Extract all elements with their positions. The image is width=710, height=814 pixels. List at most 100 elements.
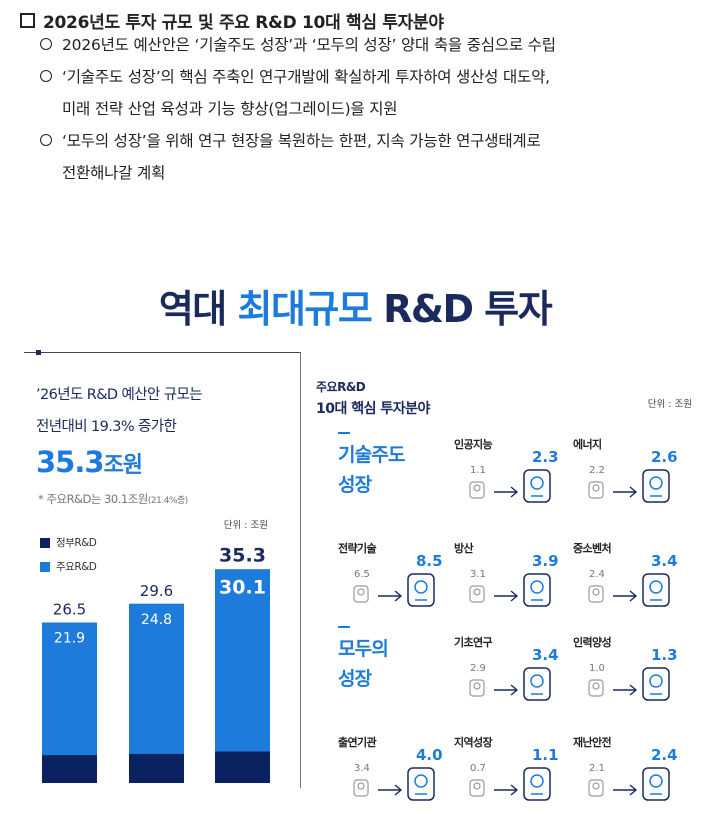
- budget-line2: 전년대비 19.3% 증가한: [36, 419, 177, 435]
- field-name: 재난안전: [573, 736, 612, 749]
- budget-amount: 35.3조원: [36, 445, 143, 479]
- banner-title: 역대 최대규모 R&D 투자: [0, 278, 710, 333]
- field-old-value: 2.4: [589, 569, 605, 580]
- shield-check-icon: [588, 767, 670, 801]
- field-new-value: 1.3: [651, 646, 678, 664]
- bullet-item: ‘모두의 성장’을 위해 연구 현장을 복원하는 한편, 지속 가능한 연구생태…: [40, 125, 692, 189]
- bullet-item: ‘기술주도 성장’의 핵심 주축인 연구개발에 확실하게 투자하여 생산성 대도…: [40, 61, 692, 125]
- corner-dot: [36, 350, 41, 355]
- budget-note-small: (21.4%증): [147, 496, 188, 506]
- banner-suffix: R&D 투자: [383, 287, 553, 331]
- group-bar: [338, 432, 350, 434]
- group-tech-line1: 기술주도: [338, 444, 406, 466]
- region-map-icon: [469, 767, 551, 801]
- banner-highlight: 최대규모: [237, 287, 372, 331]
- field-cell: 에너지 2.2 2.6: [573, 436, 683, 510]
- field-cell: 방산 3.1 3.9: [454, 540, 564, 614]
- field-name: 인력양성: [573, 636, 612, 649]
- field-cell: 전략기술 6.5 8.5: [338, 540, 448, 614]
- field-old-value: 3.4: [354, 763, 370, 774]
- field-cell: 출연기관 3.4 4.0: [338, 734, 448, 808]
- budget-line1: ’26년도 R&D 예산안 규모는: [36, 387, 203, 403]
- legend-main-label: 주요R&D: [56, 561, 97, 573]
- legend-gov-label: 정부R&D: [56, 537, 97, 549]
- legend-swatch-main: [40, 561, 50, 572]
- tank-icon: [469, 573, 551, 607]
- field-old-value: 1.0: [589, 663, 605, 674]
- circle-bullet-icon: [40, 37, 52, 50]
- legend-swatch-gov: [40, 537, 50, 548]
- institute-building-icon: [353, 767, 435, 801]
- field-cell: 재난안전 2.1 2.4: [573, 734, 683, 808]
- bar-label-gov: 35.3: [219, 544, 266, 566]
- field-name: 방산: [454, 542, 474, 555]
- field-cell: 인력양성 1.0 1.3: [573, 634, 683, 708]
- bullet-text: 2026년도 예산안은 ‘기술주도 성장’과 ‘모두의 성장’ 양대 축을 중심…: [62, 36, 556, 54]
- field-new-value: 8.5: [416, 552, 443, 570]
- budget-amount-number: 35.3: [36, 445, 105, 479]
- field-old-value: 2.9: [470, 663, 486, 674]
- checkbox-square-icon: [20, 13, 35, 28]
- person-growth-icon: [588, 667, 670, 701]
- field-old-value: 2.1: [589, 763, 605, 774]
- field-name: 출연기관: [338, 736, 377, 749]
- field-cell: 기초연구 2.9 3.4: [454, 634, 564, 708]
- fields-panel: 주요R&D 10대 핵심 투자분야 단위 : 조원 기술주도 성장 모두의 성장…: [308, 352, 708, 812]
- chart-unit: 단위 : 조원: [223, 520, 268, 531]
- bar-main: [215, 569, 270, 752]
- banner-prefix: 역대: [158, 287, 227, 331]
- legend-main: 주요R&D: [40, 559, 97, 574]
- circle-bullet-icon: [40, 133, 52, 146]
- fields-title2: 10대 핵심 투자분야: [316, 401, 430, 417]
- bullet-text: ‘기술주도 성장’의 핵심 주축인 연구개발에 확실하게 투자하여 생산성 대도…: [62, 68, 550, 86]
- field-name: 인공지능: [454, 438, 493, 451]
- field-new-value: 4.0: [416, 746, 443, 764]
- budget-note: * 주요R&D는 30.1조원(21.4%증): [38, 491, 188, 507]
- budget-note-text: * 주요R&D는 30.1조원: [38, 492, 148, 506]
- group-incl-line1: 모두의: [338, 638, 389, 660]
- field-new-value: 1.1: [532, 746, 559, 764]
- field-old-value: 2.2: [589, 465, 605, 476]
- bullet-text-cont: 전환해나갈 계획: [62, 164, 166, 182]
- ai-head-icon: [469, 469, 551, 503]
- bar-label-main: 30.1: [219, 576, 266, 598]
- field-new-value: 2.6: [651, 448, 678, 466]
- budget-amount-unit: 조원: [103, 453, 143, 478]
- lightning-bulb-icon: [588, 469, 670, 503]
- field-name: 기초연구: [454, 636, 493, 649]
- field-new-value: 2.4: [651, 746, 678, 764]
- section-header: 2026년도 투자 규모 및 주요 R&D 10대 핵심 투자분야: [20, 8, 444, 33]
- field-old-value: 6.5: [354, 569, 370, 580]
- bullet-item: 2026년도 예산안은 ‘기술주도 성장’과 ‘모두의 성장’ 양대 축을 중심…: [40, 29, 692, 61]
- legend-gov: 정부R&D: [40, 535, 97, 550]
- field-cell: 중소벤처 2.4 3.4: [573, 540, 683, 614]
- group-incl-line2: 성장: [338, 668, 372, 690]
- fields-unit: 단위 : 조원: [647, 399, 692, 410]
- bar-main: [129, 603, 184, 754]
- bar-label-main: 24.8: [141, 612, 172, 628]
- bar-label-gov: 29.6: [140, 582, 173, 600]
- budget-bar-chart: 26.521.9’2429.624.8’2535.330.1’26(안): [42, 544, 270, 783]
- budget-panel: ’26년도 R&D 예산안 규모는 전년대비 19.3% 증가한 35.3조원 …: [24, 350, 301, 788]
- field-new-value: 3.9: [532, 552, 559, 570]
- field-cell: 인공지능 1.1 2.3: [454, 436, 564, 510]
- field-old-value: 0.7: [470, 763, 486, 774]
- bullet-text: ‘모두의 성장’을 위해 연구 현장을 복원하는 한편, 지속 가능한 연구생태…: [62, 132, 541, 150]
- building-icon: [588, 573, 670, 607]
- bar-main: [42, 622, 97, 756]
- field-old-value: 1.1: [470, 465, 486, 476]
- bullet-text-cont: 미래 전략 산업 육성과 기능 향상(업그레이드)을 지원: [62, 100, 398, 118]
- group-bar: [338, 626, 350, 628]
- field-name: 전략기술: [338, 542, 377, 555]
- fingerprint-touch-icon: [353, 573, 435, 607]
- field-old-value: 3.1: [470, 569, 486, 580]
- field-name: 중소벤처: [573, 542, 612, 555]
- bar-label-gov: 26.5: [53, 601, 86, 619]
- circle-bullet-icon: [40, 69, 52, 82]
- field-new-value: 3.4: [532, 646, 559, 664]
- fields-title1: 주요R&D: [316, 380, 366, 394]
- group-inclusive-growth: 모두의 성장: [338, 626, 389, 694]
- field-name: 에너지: [573, 438, 602, 451]
- field-name: 지역성장: [454, 736, 493, 749]
- group-tech-growth: 기술주도 성장: [338, 432, 406, 500]
